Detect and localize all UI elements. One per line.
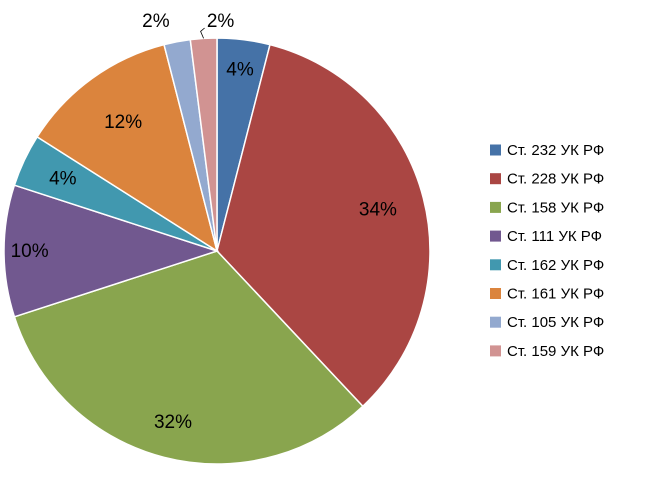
leader-line-159 bbox=[200, 27, 205, 39]
legend-swatch-105 bbox=[490, 316, 501, 328]
data-label-162: 4% bbox=[49, 168, 77, 189]
legend-swatch-232 bbox=[490, 144, 501, 156]
legend-label-111: Ст. 111 УК РФ bbox=[507, 228, 602, 245]
legend-label-228: Ст. 228 УК РФ bbox=[507, 171, 604, 188]
legend-swatch-228 bbox=[490, 173, 501, 185]
legend-label-159: Ст. 159 УК РФ bbox=[507, 343, 604, 360]
data-labels: 4% 34% 32% 10% 4% 12% 2% 2% bbox=[11, 11, 397, 433]
pie-slice-111 bbox=[3, 184, 220, 318]
legend-label-232: Ст. 232 УК РФ bbox=[507, 142, 604, 159]
data-label-159: 2% bbox=[207, 11, 235, 32]
legend-label-105: Ст. 105 УК РФ bbox=[507, 314, 604, 331]
data-label-105: 2% bbox=[142, 11, 170, 32]
pie-slices bbox=[3, 37, 431, 465]
legend-swatch-111 bbox=[490, 230, 501, 242]
pie-slice-161 bbox=[36, 43, 219, 253]
data-label-158: 32% bbox=[154, 412, 192, 433]
legend-swatch-159 bbox=[490, 345, 501, 357]
legend: Ст. 232 УК РФ Ст. 228 УК РФ Ст. 158 УК РФ С… bbox=[490, 142, 604, 360]
legend-swatch-161 bbox=[490, 288, 501, 299]
legend-label-162: Ст. 162 УК РФ bbox=[507, 257, 604, 274]
data-label-161: 12% bbox=[104, 112, 142, 133]
legend-swatch-158 bbox=[490, 201, 501, 213]
pie-slice-159 bbox=[189, 37, 218, 252]
data-label-232: 4% bbox=[226, 59, 254, 80]
legend-label-158: Ст. 158 УК РФ bbox=[507, 199, 604, 216]
pie-slice-158 bbox=[13, 250, 364, 465]
leader-lines bbox=[200, 27, 205, 39]
legend-label-161: Ст. 161 УК РФ bbox=[507, 286, 604, 303]
legend-swatch-162 bbox=[490, 259, 501, 271]
pie-slice-228 bbox=[216, 43, 431, 408]
data-label-228: 34% bbox=[359, 200, 397, 221]
data-label-111: 10% bbox=[11, 241, 49, 262]
